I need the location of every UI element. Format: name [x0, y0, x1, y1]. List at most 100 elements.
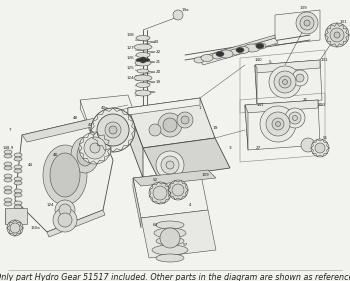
Polygon shape	[133, 170, 216, 186]
Text: 19: 19	[155, 80, 161, 84]
Ellipse shape	[14, 153, 22, 157]
Circle shape	[260, 106, 296, 142]
Text: 52: 52	[152, 178, 158, 182]
Text: 126: 126	[126, 56, 134, 60]
Ellipse shape	[71, 137, 99, 173]
Ellipse shape	[4, 166, 12, 170]
Text: 139: 139	[299, 6, 307, 10]
Circle shape	[292, 70, 308, 86]
Circle shape	[311, 139, 329, 157]
Circle shape	[91, 108, 135, 152]
Ellipse shape	[4, 202, 12, 206]
Ellipse shape	[14, 177, 22, 181]
Text: 131: 131	[320, 58, 328, 62]
Ellipse shape	[136, 83, 150, 87]
Ellipse shape	[134, 44, 152, 50]
Circle shape	[315, 143, 325, 153]
Polygon shape	[255, 60, 322, 105]
Ellipse shape	[156, 254, 184, 262]
Text: 47: 47	[88, 123, 92, 127]
Ellipse shape	[137, 69, 149, 73]
Circle shape	[181, 116, 189, 124]
Text: 150a: 150a	[30, 226, 40, 230]
Ellipse shape	[136, 58, 150, 62]
Circle shape	[304, 20, 310, 26]
Polygon shape	[128, 98, 215, 148]
Polygon shape	[15, 118, 113, 232]
Circle shape	[275, 121, 280, 126]
Ellipse shape	[152, 245, 188, 255]
Ellipse shape	[14, 157, 22, 161]
Text: 5: 5	[269, 60, 271, 64]
Circle shape	[97, 114, 129, 146]
Ellipse shape	[14, 193, 22, 197]
Text: 21: 21	[302, 98, 308, 102]
Circle shape	[10, 223, 20, 233]
Polygon shape	[143, 138, 230, 178]
Polygon shape	[275, 10, 320, 45]
Ellipse shape	[237, 46, 249, 53]
Circle shape	[53, 208, 77, 232]
Text: 109: 109	[201, 173, 209, 177]
Text: 141: 141	[256, 103, 264, 107]
Circle shape	[161, 156, 179, 174]
Circle shape	[156, 151, 184, 179]
Circle shape	[153, 186, 167, 200]
Text: 57: 57	[182, 243, 188, 247]
Ellipse shape	[77, 144, 93, 166]
Circle shape	[301, 138, 315, 152]
Polygon shape	[47, 210, 105, 237]
Text: Only part Hydro Gear 51517 included. Other parts in the diagram are shown as ref: Only part Hydro Gear 51517 included. Oth…	[0, 273, 350, 281]
Ellipse shape	[14, 201, 22, 205]
Circle shape	[90, 143, 100, 153]
Text: 200: 200	[318, 103, 326, 107]
Circle shape	[172, 184, 184, 196]
Circle shape	[269, 66, 301, 98]
Text: 4: 4	[189, 203, 191, 207]
Ellipse shape	[212, 53, 222, 59]
Text: 51: 51	[322, 136, 328, 140]
Circle shape	[296, 74, 304, 82]
Ellipse shape	[14, 205, 22, 209]
Circle shape	[274, 71, 296, 93]
Circle shape	[289, 112, 301, 124]
Ellipse shape	[14, 189, 22, 193]
Circle shape	[149, 124, 161, 136]
Circle shape	[296, 12, 318, 34]
Text: 3: 3	[229, 146, 231, 150]
Circle shape	[105, 122, 121, 138]
Text: 101: 101	[339, 20, 347, 24]
Ellipse shape	[236, 47, 244, 53]
Ellipse shape	[201, 55, 213, 62]
Circle shape	[163, 118, 177, 132]
Polygon shape	[128, 98, 200, 115]
Text: 19a: 19a	[181, 8, 189, 12]
Polygon shape	[141, 210, 216, 258]
Circle shape	[158, 113, 182, 137]
Text: 23: 23	[153, 40, 159, 44]
Ellipse shape	[4, 198, 12, 202]
Ellipse shape	[4, 178, 12, 182]
Ellipse shape	[230, 49, 240, 55]
Text: 21: 21	[155, 60, 161, 64]
Text: 44: 44	[28, 163, 33, 167]
Text: 124: 124	[126, 76, 134, 80]
Ellipse shape	[156, 237, 184, 245]
Ellipse shape	[216, 51, 224, 56]
Circle shape	[334, 32, 340, 38]
Circle shape	[166, 161, 174, 169]
Circle shape	[140, 57, 146, 63]
Text: 127: 127	[126, 46, 134, 50]
Text: 22: 22	[155, 50, 161, 54]
Text: 48: 48	[72, 116, 78, 120]
Ellipse shape	[136, 35, 150, 40]
Circle shape	[300, 16, 314, 30]
Ellipse shape	[14, 169, 22, 173]
Circle shape	[272, 118, 284, 130]
Ellipse shape	[43, 145, 87, 205]
Polygon shape	[245, 105, 248, 150]
Ellipse shape	[4, 190, 12, 194]
Ellipse shape	[4, 162, 12, 166]
Circle shape	[58, 213, 72, 227]
Circle shape	[279, 76, 291, 88]
